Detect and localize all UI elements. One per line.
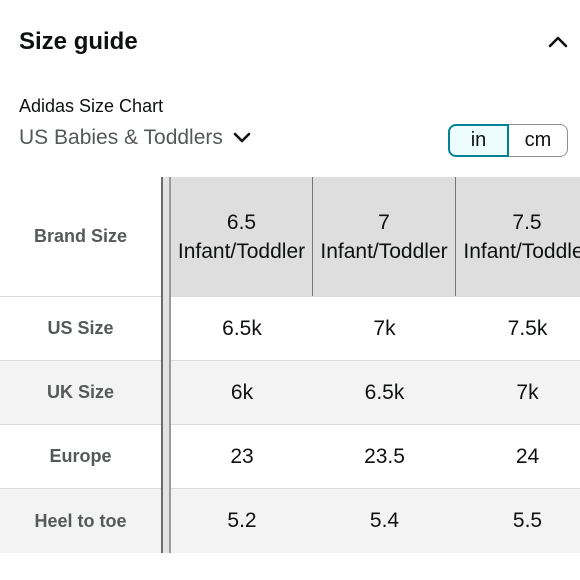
column-header: 6.5 Infant/Toddler xyxy=(171,177,313,296)
table-cell: 24 xyxy=(456,425,580,488)
table-row: US Size 6.5k 7k 7.5k xyxy=(0,297,580,360)
row-divider xyxy=(0,488,580,489)
row-label: Europe xyxy=(49,446,112,466)
table-cell: 6.5k xyxy=(171,297,313,360)
row-divider xyxy=(0,360,580,361)
table-row: Heel to toe 5.2 5.4 5.5 xyxy=(0,489,580,553)
table-cell: 5.5 xyxy=(456,489,580,553)
sticky-column-divider xyxy=(161,177,171,553)
row-label: UK Size xyxy=(46,382,115,402)
row-divider xyxy=(0,424,580,425)
column-header: 7 Infant/Toddler xyxy=(313,177,456,296)
region-dropdown-label: US Babies & Toddlers xyxy=(19,126,223,149)
chevron-up-icon[interactable] xyxy=(546,30,570,54)
table-cell: 7k xyxy=(456,361,580,424)
table-cell: 6.5k xyxy=(313,361,456,424)
table-row: UK Size 6k 6.5k 7k xyxy=(0,361,580,424)
table-cell: 7k xyxy=(313,297,456,360)
table-header-row: Brand Size 6.5 Infant/Toddler 7 Infant/T… xyxy=(0,177,580,296)
table-cell: 6k xyxy=(171,361,313,424)
brand-size-header: Brand Size xyxy=(0,177,161,296)
size-guide-header: Size guide xyxy=(19,28,580,64)
row-label: US Size xyxy=(47,318,114,338)
table-row: Europe 23 23.5 24 xyxy=(0,425,580,488)
row-label: Heel to toe xyxy=(34,510,127,531)
unit-toggle: in cm xyxy=(448,124,568,157)
row-divider xyxy=(0,296,580,297)
table-cell: 7.5k xyxy=(456,297,580,360)
table-cell: 23.5 xyxy=(313,425,456,488)
unit-in-button[interactable]: in xyxy=(448,124,509,157)
chevron-down-icon xyxy=(233,132,251,143)
unit-cm-button[interactable]: cm xyxy=(509,124,568,157)
table-cell: 5.4 xyxy=(313,489,456,553)
chart-brand-label: Adidas Size Chart xyxy=(19,96,164,116)
region-dropdown[interactable]: US Babies & Toddlers xyxy=(19,126,252,150)
table-cell: 23 xyxy=(171,425,313,488)
table-cell: 5.2 xyxy=(171,489,313,553)
page-title: Size guide xyxy=(19,28,138,55)
column-header: 7.5 Infant/Toddler xyxy=(456,177,580,296)
size-table: Brand Size 6.5 Infant/Toddler 7 Infant/T… xyxy=(0,177,580,553)
